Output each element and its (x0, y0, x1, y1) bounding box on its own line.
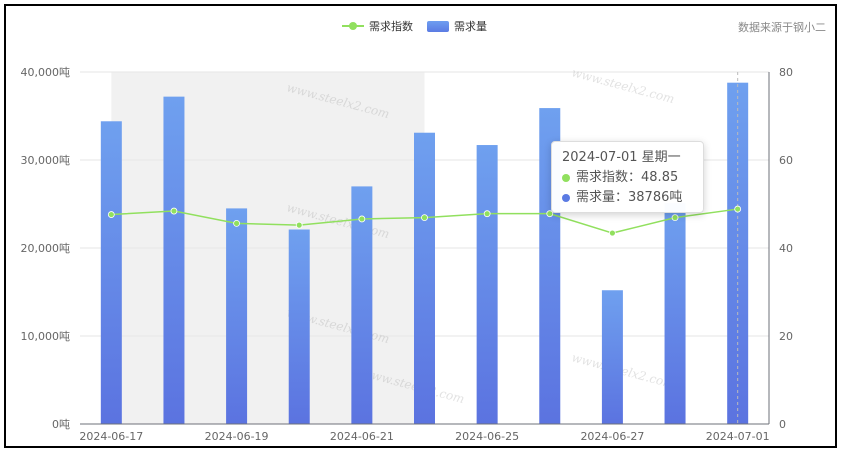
bar-series-icon (427, 20, 449, 32)
y-left-tick-label: 30,000吨 (21, 154, 71, 167)
y-right-tick-label: 0 (779, 418, 786, 431)
tooltip-qty-value: 38786吨 (628, 190, 683, 205)
x-tick-label: 2024-06-25 (455, 430, 519, 443)
tooltip-index-label: 需求指数： (576, 170, 642, 185)
chart-canvas: www.steelx2.com www.steelx2.comwww.steelx… (21, 65, 794, 443)
legend-item-index[interactable]: 需求指数 (342, 18, 413, 34)
chart-frame: www.steelx2.com www.steelx2.com www.steelx… (4, 4, 837, 448)
x-tick-label: 2024-06-27 (580, 430, 644, 443)
bar-2024-06-25 (476, 145, 498, 425)
y-right-tick-label: 60 (779, 154, 793, 167)
index-point-2024-07-01 (734, 205, 742, 213)
index-point-2024-06-20 (295, 221, 303, 229)
bar-2024-06-27 (601, 290, 623, 424)
x-tick-label: 2024-06-21 (330, 430, 394, 443)
index-point-2024-06-26 (546, 210, 554, 218)
bar-2024-06-28 (664, 203, 686, 424)
legend-item-quantity[interactable]: 需求量 (427, 18, 487, 34)
tooltip: 2024-07-01 星期一 需求指数： 48.85 需求量： 38786吨 (551, 141, 704, 213)
y-right-tick-label: 40 (779, 242, 793, 255)
line-series-icon (342, 21, 364, 31)
y-left-tick-label: 10,000吨 (21, 330, 71, 343)
y-left-tick-label: 0吨 (52, 418, 70, 431)
bar-2024-06-17 (100, 121, 122, 424)
index-point-2024-06-17 (107, 211, 115, 218)
watermark-text: www.steelx2.com (570, 350, 676, 391)
index-point-2024-06-18 (170, 207, 178, 215)
bar-2024-06-19 (226, 208, 248, 424)
index-point-2024-06-19 (233, 219, 240, 227)
bar-2024-06-20 (288, 229, 310, 424)
bar-2024-06-24 (414, 132, 435, 424)
x-tick-label: 2024-06-19 (205, 430, 269, 443)
bar-2024-06-18 (163, 96, 185, 424)
source-note: 数据来源于钢小二 (738, 21, 826, 34)
green-dot-icon (562, 174, 570, 182)
y-left-tick-label: 40,000吨 (21, 66, 71, 79)
tooltip-row-index: 需求指数： 48.85 (562, 168, 693, 188)
legend-label-quantity: 需求量 (454, 20, 487, 33)
blue-dot-icon (562, 194, 570, 202)
y-right-tick-label: 80 (779, 66, 793, 79)
tooltip-qty-label: 需求量： (576, 190, 629, 205)
x-tick-label: 2024-06-17 (79, 430, 143, 443)
index-point-2024-06-25 (483, 210, 491, 218)
x-tick-label: 2024-07-01 (706, 430, 770, 443)
legend: 需求指数 需求量 (342, 18, 501, 34)
index-point-2024-06-21 (358, 215, 366, 223)
tooltip-title: 2024-07-01 星期一 (562, 150, 681, 165)
index-point-2024-06-28 (671, 214, 679, 222)
tooltip-index-value: 48.85 (641, 170, 679, 185)
bar-2024-06-21 (351, 186, 373, 424)
index-point-2024-06-24 (421, 214, 428, 222)
index-point-2024-06-27 (609, 229, 616, 237)
y-left-tick-label: 20,000吨 (21, 242, 71, 255)
tooltip-row-quantity: 需求量： 38786吨 (562, 188, 693, 208)
legend-label-index: 需求指数 (369, 20, 413, 33)
y-right-tick-label: 20 (779, 330, 793, 343)
